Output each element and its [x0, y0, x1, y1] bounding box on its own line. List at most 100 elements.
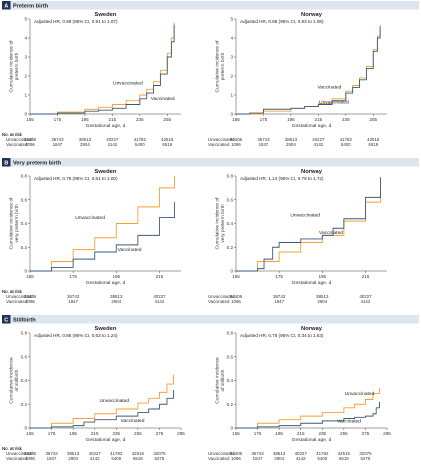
risk-value: 1096 — [25, 142, 35, 147]
panel-letter: C — [4, 317, 8, 323]
y-tick-label: 3 — [24, 55, 27, 60]
x-tick-label: 255 — [340, 431, 348, 436]
series-label: Vaccinated — [319, 230, 343, 236]
risk-value: 41782 — [134, 137, 147, 142]
series-line-vaccinated — [236, 401, 380, 429]
risk-header: No. at risk — [2, 289, 23, 294]
risk-value: 1096 — [25, 299, 35, 304]
risk-header: No. at risk — [2, 132, 23, 137]
y-axis-title-line: Cumulative incidence of — [215, 197, 221, 250]
x-axis-title: Gestational age, d — [292, 437, 332, 443]
risk-value: 5275 — [155, 456, 165, 461]
series-line-unvaccinated — [30, 22, 175, 115]
risk-row-label: Vaccinated — [208, 456, 230, 461]
risk-value: 2904 — [286, 142, 296, 147]
series-line-unvaccinated — [236, 187, 381, 272]
y-tick-label: 0 — [24, 269, 27, 274]
y-axis-title-line: Cumulative incidence of — [9, 40, 15, 93]
risk-header: No. at risk — [2, 446, 23, 451]
risk-value: 5400 — [111, 456, 121, 461]
y-axis-title-line: Cumulative incidence — [9, 357, 15, 404]
risk-value: 34406 — [24, 294, 37, 299]
risk-value: 2904 — [68, 456, 78, 461]
risk-header: No. at risk — [2, 446, 23, 451]
hr-annotation: Adjusted HR, 0.75 (95% CI, 0.34 to 1.63) — [240, 333, 324, 338]
panel-title: Preterm birth — [13, 3, 49, 9]
x-tick-label: 275 — [156, 431, 164, 436]
y-tick-label: 5 — [230, 17, 233, 22]
risk-row-label: Unvaccinated — [6, 294, 33, 299]
y-tick-label: 0 — [230, 269, 233, 274]
series-label: Vaccinated — [337, 419, 361, 425]
risk-value: 1096 — [231, 142, 241, 147]
y-tick-label: 1 — [24, 93, 27, 98]
series-line-vaccinated — [236, 26, 381, 115]
x-tick-label: 195 — [287, 117, 295, 122]
chart-norway: Norway 0 0.2 0.4 0.6 0.8 155 175 195 215 235 255 275… — [2, 326, 391, 461]
chart-title: Norway — [301, 12, 323, 18]
panel-letter-box — [2, 315, 11, 324]
risk-value: 1847 — [259, 142, 269, 147]
y-axis-title: Cumulative incidence ofvery preterm birt… — [215, 197, 227, 250]
y-tick-label: 4 — [24, 36, 27, 41]
x-tick-label: 215 — [91, 431, 99, 436]
panel-title: Very preterm birth — [13, 160, 62, 166]
risk-value: 42515 — [132, 451, 145, 456]
y-tick-label: 0.6 — [21, 197, 28, 202]
x-axis-title: Gestational age, d — [86, 280, 126, 286]
x-tick-label: 175 — [275, 274, 283, 279]
hr-annotation: Adjusted HR, 1.14 (95% CI, 0.76 to 1.72) — [240, 176, 324, 181]
x-tick-label: 195 — [81, 117, 89, 122]
y-axis-title: Cumulative incidenceof stillbirth — [215, 357, 227, 404]
risk-value: 5275 — [361, 456, 371, 461]
risk-value: 5400 — [341, 142, 351, 147]
series-label: Unvaccinated — [113, 81, 143, 87]
y-tick-label: 1 — [230, 93, 233, 98]
risk-value: 34406 — [24, 137, 37, 142]
risk-value: 4142 — [313, 142, 323, 147]
y-tick-label: 0.2 — [227, 402, 234, 407]
series-label: Unvaccinated — [75, 215, 105, 221]
y-tick-label: 4 — [230, 36, 233, 41]
panel-title: Stillbirth — [13, 317, 36, 323]
risk-row-label: Vaccinated — [6, 142, 28, 147]
chart-title: Sweden — [95, 326, 117, 332]
risk-value: 32076 — [153, 451, 166, 456]
risk-value: 2904 — [317, 299, 327, 304]
x-tick-label: 295 — [383, 431, 391, 436]
x-tick-label: 275 — [362, 431, 370, 436]
y-tick-label: 0 — [230, 112, 233, 117]
x-tick-label: 155 — [26, 431, 34, 436]
chart-title: Norway — [301, 169, 323, 175]
y-tick-label: 2 — [230, 74, 233, 79]
chart-title: Norway — [301, 326, 323, 332]
risk-value: 40227 — [312, 137, 325, 142]
risk-value: 36743 — [251, 451, 264, 456]
y-tick-label: 0.8 — [21, 331, 28, 336]
risk-value: 42515 — [161, 137, 174, 142]
risk-row-label: Unvaccinated — [208, 451, 235, 456]
risk-value: 41782 — [110, 451, 123, 456]
x-axis-title: Gestational age, d — [86, 123, 126, 129]
risk-header: No. at risk — [2, 289, 23, 294]
x-tick-label: 215 — [362, 274, 370, 279]
x-tick-label: 175 — [69, 274, 77, 279]
risk-row-label: Vaccinated — [208, 299, 230, 304]
risk-value: 4142 — [296, 456, 306, 461]
risk-value: 38513 — [67, 451, 80, 456]
series-label: Unvaccinated — [319, 100, 349, 106]
risk-value: 5400 — [317, 456, 327, 461]
x-tick-label: 255 — [163, 117, 171, 122]
risk-value: 38513 — [285, 137, 298, 142]
risk-value: 1096 — [231, 456, 241, 461]
x-tick-label: 195 — [112, 274, 120, 279]
y-tick-label: 0.4 — [21, 221, 28, 226]
y-tick-label: 2 — [24, 74, 27, 79]
y-axis-title-line: of stillbirth — [14, 369, 20, 391]
hr-annotation: Adjusted HR, 0.99 (95% CI, 0.91 to 1.07) — [34, 19, 118, 24]
y-tick-label: 0.6 — [227, 197, 234, 202]
x-tick-label: 215 — [109, 117, 117, 122]
risk-value: 40227 — [359, 294, 372, 299]
